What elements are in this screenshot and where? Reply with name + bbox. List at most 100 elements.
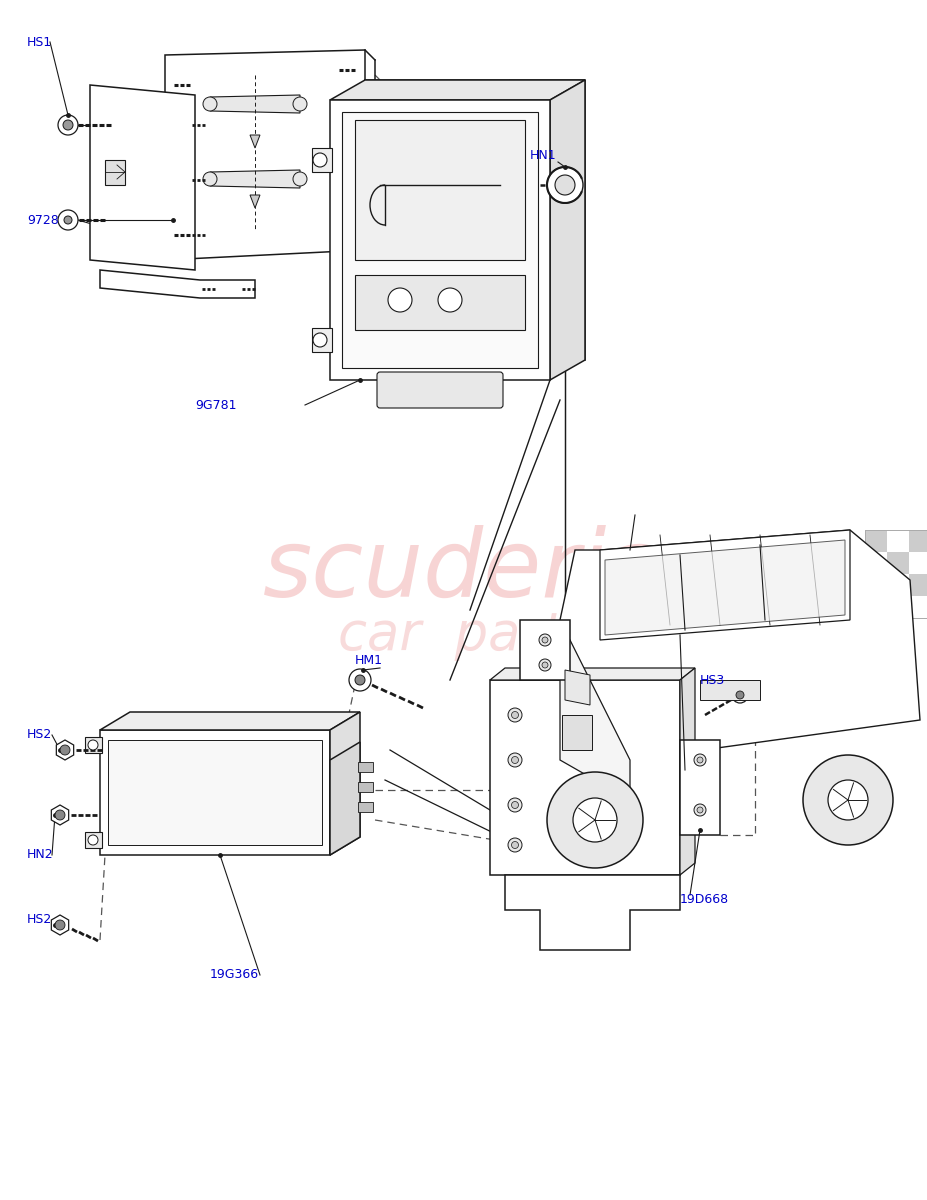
Polygon shape [679, 740, 719, 835]
Circle shape [539, 659, 551, 671]
Polygon shape [565, 670, 590, 704]
Circle shape [55, 920, 65, 930]
Polygon shape [489, 668, 694, 680]
Circle shape [696, 806, 703, 814]
Circle shape [696, 757, 703, 763]
Circle shape [507, 798, 522, 812]
Text: HS2: HS2 [27, 728, 52, 742]
Polygon shape [330, 712, 360, 854]
Polygon shape [249, 136, 260, 148]
Circle shape [63, 120, 73, 130]
Polygon shape [330, 100, 550, 380]
Circle shape [355, 674, 364, 685]
Circle shape [541, 662, 548, 668]
Polygon shape [100, 270, 255, 298]
Bar [311, 148, 332, 172]
Polygon shape [330, 742, 360, 854]
Circle shape [349, 670, 371, 691]
Text: HM1: HM1 [355, 654, 383, 666]
Polygon shape [100, 730, 330, 854]
Polygon shape [210, 95, 299, 113]
Text: HS1: HS1 [27, 36, 52, 48]
Polygon shape [559, 620, 629, 800]
Circle shape [64, 216, 72, 224]
Circle shape [511, 712, 518, 719]
Circle shape [438, 288, 462, 312]
Circle shape [507, 838, 522, 852]
Bar [908, 574, 927, 596]
Bar [85, 832, 102, 848]
Text: car  parts: car parts [337, 608, 590, 661]
Text: 19D668: 19D668 [679, 894, 729, 906]
Text: 9G781: 9G781 [195, 398, 236, 412]
Circle shape [312, 332, 326, 347]
Polygon shape [330, 80, 584, 100]
Polygon shape [100, 712, 360, 730]
Text: HS2: HS2 [27, 913, 52, 926]
Polygon shape [51, 805, 69, 826]
Circle shape [60, 745, 70, 755]
Polygon shape [57, 740, 73, 760]
Bar [864, 530, 886, 552]
Circle shape [572, 798, 616, 842]
Bar [699, 680, 759, 700]
Bar [864, 530, 927, 618]
Circle shape [539, 634, 551, 646]
Polygon shape [249, 196, 260, 208]
Text: scuderia: scuderia [262, 524, 665, 616]
Circle shape [546, 167, 582, 203]
Bar [864, 574, 886, 596]
Circle shape [554, 175, 575, 196]
Bar [355, 275, 525, 330]
Circle shape [387, 288, 412, 312]
Circle shape [293, 97, 307, 112]
Circle shape [57, 115, 78, 136]
Text: HN2: HN2 [27, 848, 54, 862]
Bar [358, 802, 373, 812]
Polygon shape [51, 914, 69, 935]
Polygon shape [519, 620, 569, 680]
Bar [85, 737, 102, 754]
Circle shape [312, 154, 326, 167]
Polygon shape [559, 530, 919, 760]
Text: HN1: HN1 [529, 149, 556, 162]
Circle shape [802, 755, 892, 845]
Circle shape [546, 772, 642, 868]
Polygon shape [165, 50, 364, 260]
Polygon shape [604, 540, 844, 635]
Polygon shape [550, 80, 584, 380]
Polygon shape [504, 875, 679, 950]
Circle shape [507, 754, 522, 767]
Circle shape [507, 708, 522, 722]
Text: 9728: 9728 [27, 214, 58, 227]
Circle shape [55, 810, 65, 820]
Polygon shape [90, 85, 195, 270]
Circle shape [693, 804, 705, 816]
Polygon shape [364, 80, 584, 360]
Bar [311, 328, 332, 352]
Circle shape [541, 637, 548, 643]
Bar [355, 120, 525, 260]
Circle shape [293, 172, 307, 186]
Circle shape [735, 691, 743, 698]
Text: HS3: HS3 [699, 673, 725, 686]
Bar [908, 530, 927, 552]
Circle shape [693, 754, 705, 766]
Bar [105, 160, 125, 185]
Circle shape [203, 172, 217, 186]
Polygon shape [489, 680, 679, 875]
Polygon shape [600, 530, 849, 640]
Bar [108, 740, 322, 845]
Polygon shape [679, 668, 694, 875]
Circle shape [57, 210, 78, 230]
FancyBboxPatch shape [376, 372, 502, 408]
Circle shape [88, 740, 98, 750]
Circle shape [511, 756, 518, 763]
Bar [358, 782, 373, 792]
Bar [886, 552, 908, 574]
Circle shape [88, 835, 98, 845]
Circle shape [731, 686, 747, 703]
Polygon shape [210, 170, 299, 188]
Text: 19G366: 19G366 [210, 968, 259, 982]
Bar [562, 715, 591, 750]
